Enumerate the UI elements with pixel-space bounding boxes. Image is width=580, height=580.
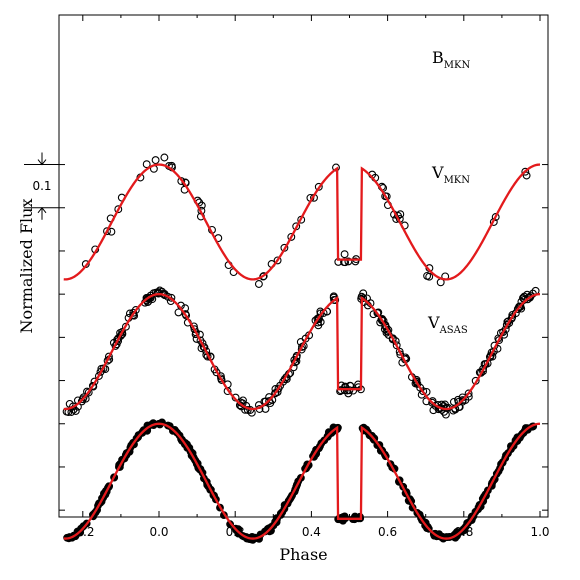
model-curve-0 [63,163,541,281]
open-data-point [103,227,111,236]
open-data-point [502,320,511,329]
open-data-point [521,167,530,176]
open-data-point [314,182,323,191]
series-label-subscript: MKN [444,60,471,71]
open-data-point [129,308,138,317]
axis-ticks: -0.20.00.20.40.60.81.0 [59,15,550,539]
flux-scale-bar: 0.1 [24,152,59,220]
model-curve-2 [63,422,541,540]
open-data-point [287,232,296,241]
series-label-subscript: ASAS [439,325,468,336]
open-data-point [525,293,534,302]
open-data-point [519,293,527,302]
plot-frame [58,14,549,518]
open-data-point [217,376,226,384]
open-data-point [395,347,404,356]
x-tick-label: 0.6 [378,525,397,539]
open-data-point [477,368,485,377]
model-curve-1 [63,293,541,411]
open-data-point [191,328,200,337]
open-data-point [261,404,270,413]
open-data-point [388,335,397,344]
open-data-point [340,250,349,259]
series-label-name: V [427,313,440,332]
series-points-1 [62,286,540,419]
y-axis-label: Normalized Flux [17,199,36,334]
open-data-point [88,381,97,390]
open-data-point [464,389,473,398]
open-data-point [121,322,130,331]
model-curves [63,163,541,540]
open-data-point [104,352,113,361]
open-data-point [94,372,103,380]
open-data-point [412,378,421,387]
open-data-point [254,280,263,288]
open-data-point [200,343,209,352]
open-data-point [392,341,401,350]
open-data-point [78,395,87,404]
series-label-1: VMKN [431,163,470,186]
series-label-2: VASAS [427,313,468,336]
open-data-point [292,353,301,362]
x-tick-label: 0.4 [302,525,321,539]
series-label-name: B [432,48,444,67]
open-data-point [273,256,282,265]
open-data-point [239,396,247,405]
open-data-point [181,310,190,319]
scale-bar-label: 0.1 [32,179,51,193]
open-data-point [423,271,432,280]
open-data-point [381,192,390,201]
open-data-point [265,397,274,406]
series-label-subscript: MKN [444,175,471,186]
series-label-name: V [431,163,444,182]
x-axis-label: Phase [279,545,327,564]
open-data-point [458,396,467,405]
open-data-point [381,321,390,329]
open-data-point [142,160,151,169]
x-tick-label: 0.0 [149,525,168,539]
open-data-point [522,171,531,180]
open-data-point [515,302,524,311]
open-data-point [151,156,160,165]
open-data-point [499,328,508,337]
open-data-point [174,308,183,317]
open-data-point [177,177,186,186]
open-data-point [429,406,438,415]
series-label-0: BMKN [432,48,470,71]
open-data-point [495,336,504,345]
open-data-point [314,314,323,323]
open-data-point [279,377,288,386]
x-tick-label: 1.0 [530,525,549,539]
scale-arrowhead-up [37,206,47,214]
open-data-point [160,153,169,162]
open-data-point [491,213,500,221]
open-data-point [344,257,353,266]
open-data-point [202,347,211,356]
scale-arrowhead-down [37,159,47,166]
open-data-point [114,205,123,214]
